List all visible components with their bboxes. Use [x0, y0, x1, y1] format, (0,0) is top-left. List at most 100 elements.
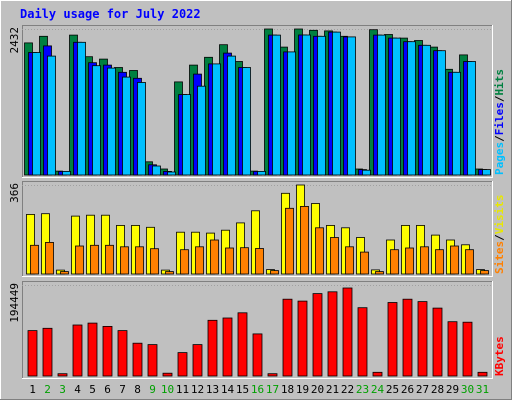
x-tick-label-day-15: 15 — [236, 383, 249, 396]
bar-kbytes-day-4 — [72, 324, 83, 377]
x-tick-label-day-20: 20 — [311, 383, 324, 396]
x-tick-label-day-26: 26 — [401, 383, 414, 396]
bar-sites-day-22 — [345, 246, 354, 275]
bar-sites-day-24 — [375, 271, 384, 275]
bar-pages-day-13 — [212, 63, 221, 176]
bar-kbytes-day-10 — [162, 372, 173, 377]
x-tick-label-day-23: 23 — [356, 383, 369, 396]
bar-sites-day-5 — [90, 244, 99, 275]
bar-pages-day-31 — [482, 169, 491, 176]
bar-pages-day-22 — [347, 36, 356, 176]
bar-pages-day-10 — [167, 171, 176, 176]
bar-pages-day-3 — [62, 170, 71, 176]
bar-kbytes-day-5 — [87, 322, 98, 377]
bar-kbytes-day-17 — [267, 373, 278, 377]
bar-sites-day-16 — [255, 248, 264, 275]
bar-kbytes-day-19 — [297, 300, 308, 377]
bar-kbytes-day-9 — [147, 344, 158, 377]
x-tick-label-day-17: 17 — [266, 383, 279, 396]
bar-sites-day-7 — [120, 246, 129, 275]
bar-sites-day-1 — [30, 244, 39, 275]
bar-pages-day-26 — [407, 41, 416, 176]
chart-title: Daily usage for July 2022 — [20, 7, 201, 21]
x-tick-label-day-14: 14 — [221, 383, 235, 396]
bar-pages-day-24 — [377, 34, 386, 176]
x-tick-label-day-11: 11 — [176, 383, 189, 396]
bar-pages-day-16 — [257, 170, 266, 176]
bar-kbytes-day-21 — [327, 291, 338, 377]
x-tick-label-day-6: 6 — [104, 383, 111, 396]
bar-pages-day-2 — [47, 55, 56, 176]
x-axis-labels: 1 2 3 4 5 6 7 8 9 10 11 12 13 14 15 16 17 18 19 20 21 22 23 24 2… — [29, 383, 489, 396]
bar-sites-day-14 — [225, 247, 234, 275]
bar-sites-day-9 — [150, 248, 159, 275]
y-max-label: 366 — [8, 183, 21, 203]
legend-visits-sites: Sites/Visits — [493, 195, 506, 275]
legend-separator: / — [493, 95, 506, 102]
x-tick-label-day-30: 30 — [461, 383, 474, 396]
bar-pages-day-11 — [182, 94, 191, 176]
bar-kbytes-day-14 — [222, 317, 233, 377]
x-tick-label-day-12: 12 — [191, 383, 204, 396]
legend-visits: Visits — [493, 195, 506, 235]
bar-sites-day-29 — [450, 245, 459, 275]
bar-pages-day-14 — [227, 55, 236, 176]
x-tick-label-day-1: 1 — [29, 383, 36, 396]
bar-sites-day-12 — [195, 246, 204, 275]
bar-sites-day-21 — [330, 237, 339, 275]
bar-sites-day-28 — [435, 249, 444, 275]
bar-kbytes-day-1 — [27, 330, 38, 377]
bar-kbytes-day-25 — [387, 302, 398, 377]
bar-pages-day-18 — [287, 51, 296, 176]
legend-files: Files — [493, 102, 506, 135]
bar-pages-day-9 — [152, 165, 161, 176]
bar-pages-day-19 — [302, 34, 311, 176]
legend-kbytes: KBytes — [493, 336, 506, 376]
x-tick-label-day-24: 24 — [371, 383, 385, 396]
x-tick-label-day-25: 25 — [386, 383, 399, 396]
x-tick-label-day-27: 27 — [416, 383, 429, 396]
bar-sites-day-19 — [300, 205, 309, 275]
bar-pages-day-17 — [272, 34, 281, 176]
bar-sites-day-27 — [420, 246, 429, 275]
bar-sites-day-26 — [405, 247, 414, 275]
bar-kbytes-day-12 — [192, 344, 203, 377]
bar-kbytes-day-28 — [432, 307, 443, 377]
bar-kbytes-day-13 — [207, 319, 218, 377]
x-tick-label-day-9: 9 — [149, 383, 156, 396]
bar-sites-day-8 — [135, 246, 144, 275]
bar-sites-day-17 — [270, 270, 279, 275]
panel-kbytes: 194449 KBytes — [8, 281, 506, 379]
x-tick-label-day-21: 21 — [326, 383, 339, 396]
x-tick-label-day-19: 19 — [296, 383, 309, 396]
panel-visits-sites: 366 Sites/Visits — [8, 181, 506, 277]
bar-pages-day-25 — [392, 37, 401, 176]
legend-separator: / — [493, 234, 506, 241]
bar-kbytes-day-23 — [357, 307, 368, 377]
legend-separator: / — [493, 135, 506, 142]
bar-pages-day-30 — [467, 61, 476, 176]
bar-kbytes-day-20 — [312, 293, 323, 377]
legend-hits-files-pages: Pages/Files/Hits — [493, 69, 506, 175]
bar-sites-day-3 — [60, 271, 69, 275]
bar-pages-day-28 — [437, 50, 446, 176]
bar-pages-day-5 — [92, 65, 101, 176]
x-tick-label-day-31: 31 — [476, 383, 489, 396]
bar-pages-day-7 — [122, 76, 131, 176]
bar-kbytes-day-15 — [237, 312, 248, 377]
bar-kbytes-day-18 — [282, 298, 293, 377]
bar-pages-day-23 — [362, 169, 371, 176]
bar-sites-day-10 — [165, 271, 174, 275]
bar-pages-day-1 — [32, 52, 41, 176]
legend-kbytes: KBytes — [493, 336, 506, 376]
bar-sites-day-25 — [390, 249, 399, 275]
bar-kbytes-day-8 — [132, 342, 143, 377]
legend-pages: Pages — [493, 142, 506, 175]
x-tick-label-day-3: 3 — [59, 383, 66, 396]
bar-kbytes-day-22 — [342, 287, 353, 377]
bar-sites-day-18 — [285, 207, 294, 275]
bar-pages-day-12 — [197, 85, 206, 176]
bar-sites-day-30 — [465, 249, 474, 275]
